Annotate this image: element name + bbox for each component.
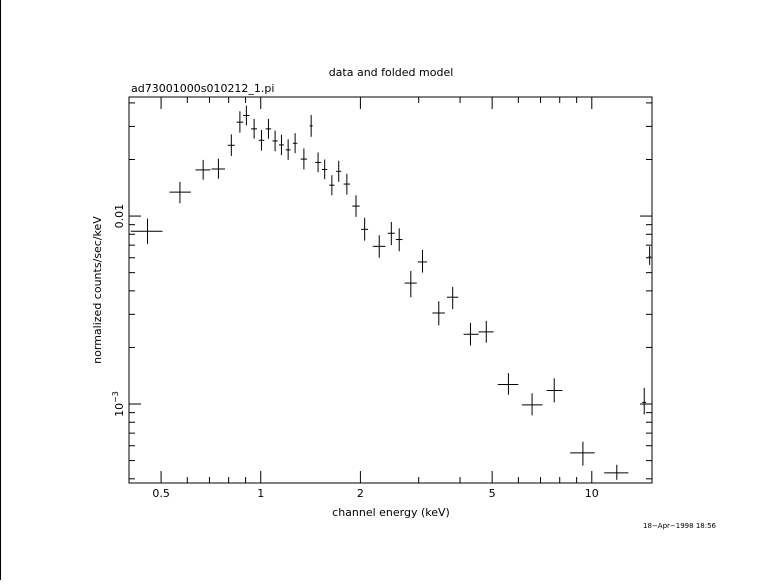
plot-frame	[128, 96, 653, 484]
data-point	[169, 181, 191, 204]
data-point	[642, 387, 647, 415]
x-axis-label: channel energy (keV)	[332, 506, 450, 519]
data-point	[321, 159, 328, 180]
data-point	[343, 173, 350, 195]
data-point	[309, 114, 313, 137]
data-point	[387, 221, 395, 246]
x-tick-label: 10	[585, 487, 599, 500]
chart-title: data and folded model	[329, 66, 454, 79]
data-point	[285, 139, 291, 160]
data-points	[130, 105, 651, 480]
data-point	[372, 235, 386, 258]
data-point	[243, 105, 250, 126]
data-point	[361, 217, 369, 241]
data-point	[546, 378, 563, 403]
data-point	[446, 286, 459, 310]
x-tick-label: 0.5	[152, 487, 170, 500]
axis-ticks	[128, 97, 652, 483]
x-tick-label: 1	[257, 487, 264, 500]
data-point	[130, 218, 163, 245]
y-axis-label: normalized counts/sec/keV	[91, 216, 104, 364]
x-tick-label: 2	[357, 487, 364, 500]
data-point	[292, 133, 298, 154]
data-point	[478, 320, 494, 343]
y-tick-label: 10−3	[111, 391, 126, 417]
data-point	[404, 271, 417, 298]
data-point	[463, 322, 479, 346]
data-point	[272, 130, 278, 152]
data-point	[195, 159, 211, 180]
data-point	[236, 111, 244, 133]
data-point	[315, 152, 321, 173]
data-point	[432, 301, 445, 326]
data-point	[521, 393, 543, 416]
data-point	[417, 249, 428, 273]
y-tick-label: 0.01	[113, 204, 126, 229]
data-point	[278, 134, 284, 156]
data-point	[648, 246, 651, 265]
data-point	[352, 195, 360, 217]
window-left-edge	[0, 0, 1, 580]
data-point	[258, 130, 265, 151]
data-point	[395, 228, 403, 252]
x-tick-label: 5	[489, 487, 496, 500]
chart-subtitle: ad73001000s010212_1.pi	[131, 82, 274, 95]
timestamp: 18−Apr−1998 18:56	[643, 522, 717, 530]
axis-tick-labels: 0.5 1 2 5 10 0.01 10−3	[111, 204, 599, 500]
data-point	[265, 118, 272, 139]
data-point	[211, 158, 226, 179]
data-point	[604, 464, 629, 480]
data-point	[329, 175, 335, 196]
data-point	[497, 373, 519, 395]
data-point	[336, 160, 342, 182]
data-point	[227, 134, 235, 156]
data-point	[300, 148, 308, 170]
data-point	[570, 441, 595, 466]
data-point	[251, 118, 258, 139]
